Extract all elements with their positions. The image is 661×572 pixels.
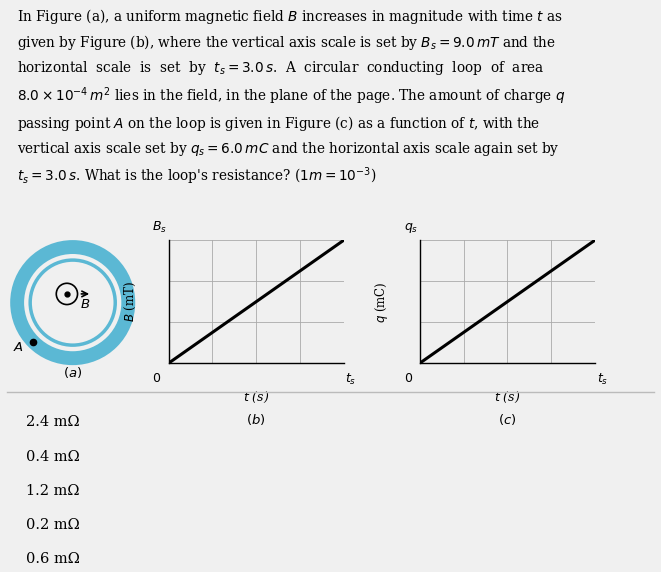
Text: $t_s$: $t_s$	[346, 372, 357, 387]
Text: 0.4 mΩ: 0.4 mΩ	[26, 450, 80, 464]
Text: 2.4 mΩ: 2.4 mΩ	[26, 415, 80, 430]
Text: $q$ (mC): $q$ (mC)	[373, 281, 390, 323]
Text: $t_s$: $t_s$	[597, 372, 608, 387]
Text: $0$: $0$	[153, 372, 161, 385]
Text: $(b)$: $(b)$	[247, 412, 266, 427]
Text: 0.6 mΩ: 0.6 mΩ	[26, 553, 81, 566]
Text: 1.2 mΩ: 1.2 mΩ	[26, 484, 80, 498]
Text: $0$: $0$	[404, 372, 412, 385]
Text: $t$ (s): $t$ (s)	[243, 390, 270, 406]
Text: $A$: $A$	[13, 340, 24, 353]
Text: $B$: $B$	[80, 298, 91, 311]
Text: $t$ (s): $t$ (s)	[494, 390, 521, 406]
Text: $B$ (mT): $B$ (mT)	[122, 281, 137, 322]
Text: $(a)$: $(a)$	[63, 365, 83, 380]
Text: 0.2 mΩ: 0.2 mΩ	[26, 518, 80, 532]
Text: In Figure (a), a uniform magnetic field $B$ increases in magnitude with time $t$: In Figure (a), a uniform magnetic field …	[17, 7, 565, 188]
Text: $B_s$: $B_s$	[152, 220, 167, 235]
Text: $q_s$: $q_s$	[404, 221, 418, 235]
Text: $(c)$: $(c)$	[498, 412, 516, 427]
